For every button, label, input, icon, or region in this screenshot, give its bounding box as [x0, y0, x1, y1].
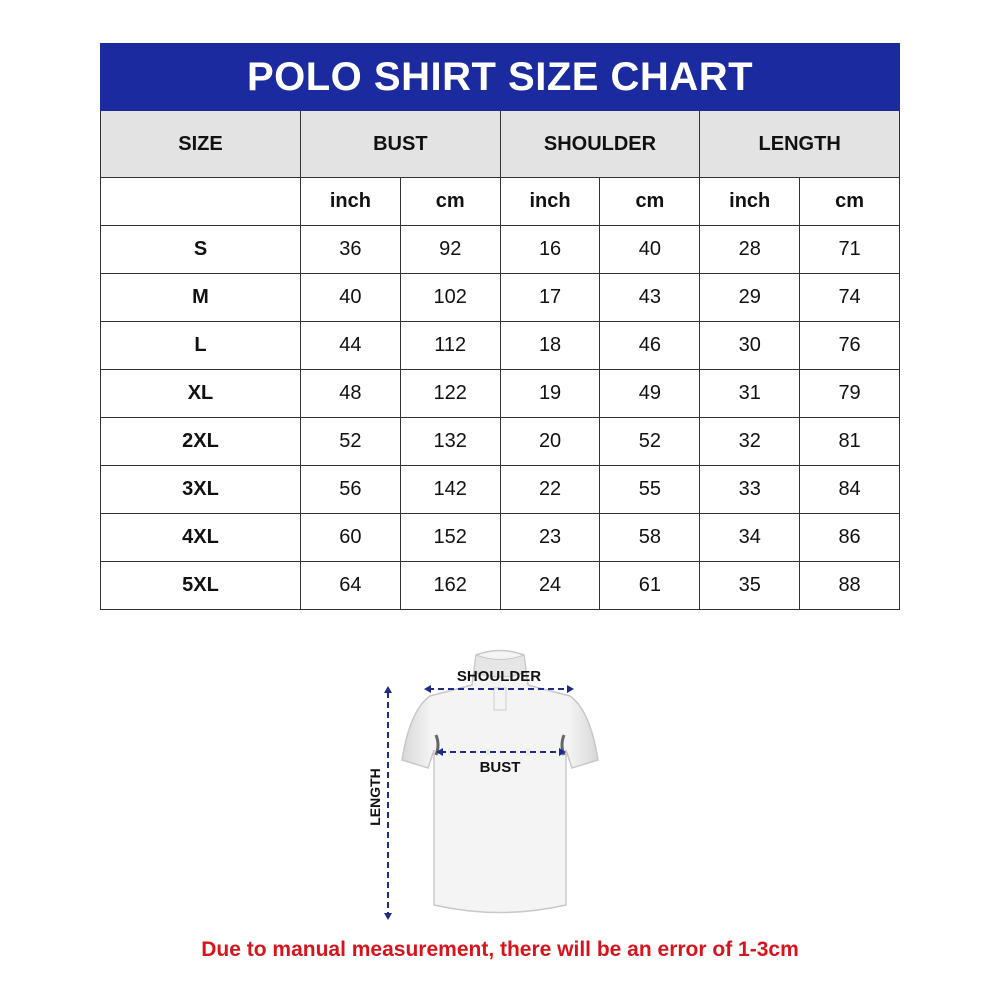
shirt-illustration — [401, 649, 599, 914]
value-cell: 60 — [300, 513, 401, 562]
chart-title: POLO SHIRT SIZE CHART — [100, 43, 900, 111]
size-cell: 4XL — [100, 513, 301, 562]
unit: cm — [599, 177, 701, 226]
value-cell: 16 — [499, 225, 601, 274]
value-cell: 64 — [300, 561, 401, 610]
value-cell: 33 — [699, 465, 801, 514]
header-bust: BUST — [300, 110, 501, 178]
size-cell: 3XL — [100, 465, 301, 514]
size-chart-table: POLO SHIRT SIZE CHART SIZE BUST SHOULDER… — [100, 43, 900, 610]
value-cell: 92 — [399, 225, 501, 274]
value-cell: 28 — [699, 225, 801, 274]
size-cell: S — [100, 225, 301, 274]
value-cell: 86 — [799, 513, 900, 562]
value-cell: 17 — [499, 273, 601, 322]
value-cell: 84 — [799, 465, 900, 514]
value-cell: 79 — [799, 369, 900, 418]
value-cell: 55 — [599, 465, 701, 514]
size-cell: 2XL — [100, 417, 301, 466]
size-cell: XL — [100, 369, 301, 418]
measurement-note: Due to manual measurement, there will be… — [201, 938, 799, 961]
header-shoulder: SHOULDER — [499, 110, 701, 178]
value-cell: 112 — [399, 321, 501, 370]
size-cell: L — [100, 321, 301, 370]
value-cell: 49 — [599, 369, 701, 418]
polo-shirt-diagram: SHOULDER BUST LENGTH — [367, 649, 599, 920]
value-cell: 81 — [799, 417, 900, 466]
value-cell: 102 — [399, 273, 501, 322]
unit: cm — [399, 177, 501, 226]
value-cell: 48 — [300, 369, 401, 418]
shoulder-label: SHOULDER — [457, 668, 541, 685]
value-cell: 29 — [699, 273, 801, 322]
bust-label: BUST — [480, 759, 521, 776]
value-cell: 43 — [599, 273, 701, 322]
value-cell: 52 — [599, 417, 701, 466]
table-row: L 44 112 18 46 30 76 — [100, 321, 900, 370]
value-cell: 36 — [300, 225, 401, 274]
size-cell: M — [100, 273, 301, 322]
value-cell: 132 — [399, 417, 501, 466]
value-cell: 74 — [799, 273, 900, 322]
table-row: 2XL 52 132 20 52 32 81 — [100, 417, 900, 466]
unit: inch — [499, 177, 601, 226]
table-row: 5XL 64 162 24 61 35 88 — [100, 561, 900, 610]
value-cell: 76 — [799, 321, 900, 370]
table-row: XL 48 122 19 49 31 79 — [100, 369, 900, 418]
table-row: S 36 92 16 40 28 71 — [100, 225, 900, 274]
value-cell: 56 — [300, 465, 401, 514]
value-cell: 152 — [399, 513, 501, 562]
table-row: 3XL 56 142 22 55 33 84 — [100, 465, 900, 514]
unit: inch — [300, 177, 401, 226]
value-cell: 162 — [399, 561, 501, 610]
value-cell: 34 — [699, 513, 801, 562]
value-cell: 40 — [300, 273, 401, 322]
value-cell: 71 — [799, 225, 900, 274]
length-label: LENGTH — [367, 768, 383, 826]
header-length: LENGTH — [699, 110, 900, 178]
unit: inch — [699, 177, 801, 226]
value-cell: 46 — [599, 321, 701, 370]
value-cell: 88 — [799, 561, 900, 610]
value-cell: 122 — [399, 369, 501, 418]
value-cell: 44 — [300, 321, 401, 370]
value-cell: 18 — [499, 321, 601, 370]
value-cell: 30 — [699, 321, 801, 370]
unit-blank — [100, 177, 301, 226]
value-cell: 22 — [499, 465, 601, 514]
value-cell: 61 — [599, 561, 701, 610]
value-cell: 20 — [499, 417, 601, 466]
unit: cm — [799, 177, 900, 226]
header-row: SIZE BUST SHOULDER LENGTH — [100, 110, 900, 178]
unit-row: inch cm inch cm inch cm — [100, 177, 900, 226]
value-cell: 40 — [599, 225, 701, 274]
value-cell: 32 — [699, 417, 801, 466]
table-row: M 40 102 17 43 29 74 — [100, 273, 900, 322]
value-cell: 58 — [599, 513, 701, 562]
value-cell: 142 — [399, 465, 501, 514]
size-cell: 5XL — [100, 561, 301, 610]
value-cell: 52 — [300, 417, 401, 466]
value-cell: 24 — [499, 561, 601, 610]
value-cell: 19 — [499, 369, 601, 418]
header-size: SIZE — [100, 110, 301, 178]
value-cell: 31 — [699, 369, 801, 418]
value-cell: 23 — [499, 513, 601, 562]
table-row: 4XL 60 152 23 58 34 86 — [100, 513, 900, 562]
value-cell: 35 — [699, 561, 801, 610]
